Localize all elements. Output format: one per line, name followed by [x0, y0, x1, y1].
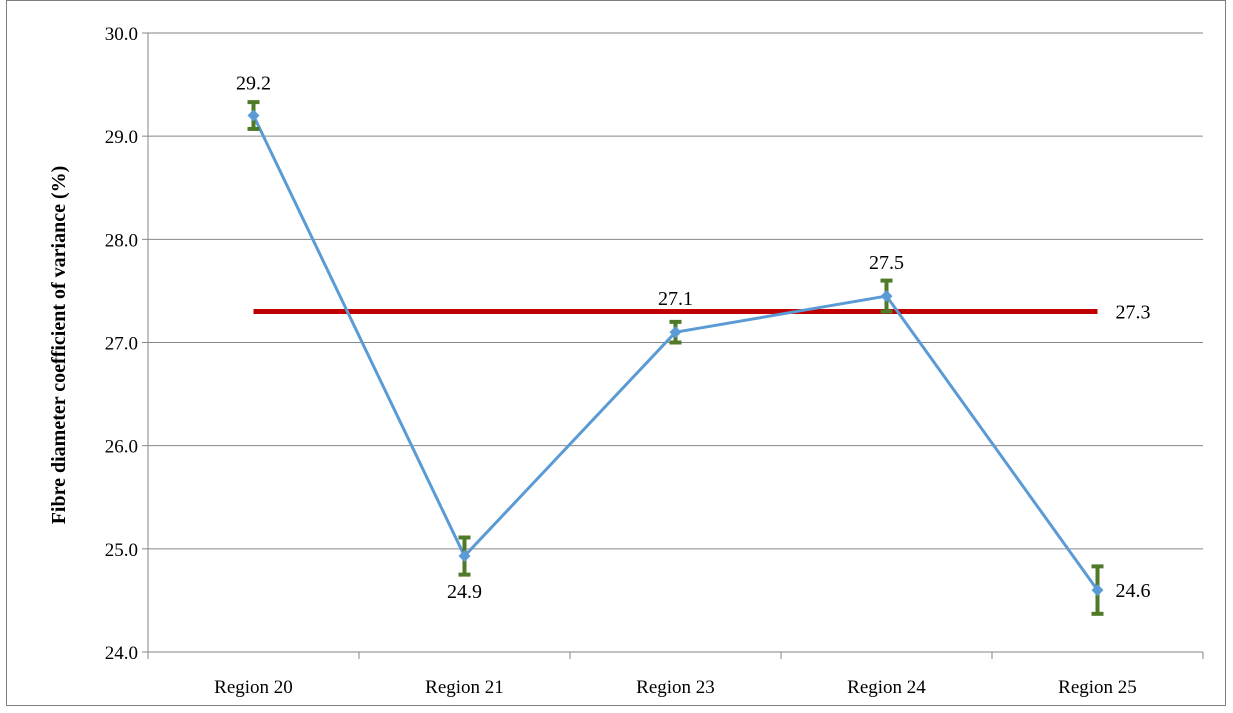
- y-tick-label: 25.0: [105, 540, 138, 561]
- data-label: 24.9: [447, 581, 482, 603]
- y-tick-label: 26.0: [105, 437, 138, 458]
- data-point: [1091, 584, 1104, 597]
- series-line: [252, 114, 1099, 591]
- data-point: [669, 326, 682, 339]
- reference-line-group: 27.3: [253, 302, 1151, 324]
- data-labels: 29.2 24.9 27.1 27.5 24.6: [236, 73, 1151, 604]
- y-tick-label: 30.0: [105, 24, 138, 45]
- y-axis-title: Fibre diameter coefficient of variance (…: [48, 166, 70, 525]
- y-tick-label: 28.0: [105, 230, 138, 251]
- y-tick-label: 24.0: [105, 643, 138, 664]
- data-point: [247, 109, 260, 122]
- data-label: 27.5: [869, 252, 904, 274]
- series-group: [247, 100, 1104, 616]
- data-point: [880, 290, 893, 303]
- gridlines: [148, 32, 1203, 550]
- reference-line-label: 27.3: [1116, 302, 1151, 324]
- data-label: 29.2: [236, 73, 271, 95]
- x-tick-label: Region 24: [847, 677, 926, 698]
- x-tick-label: Region 23: [636, 677, 715, 698]
- data-label: 24.6: [1116, 580, 1151, 602]
- x-tick-label: Region 20: [214, 677, 293, 698]
- data-point: [458, 550, 471, 563]
- x-tick-label: Region 21: [425, 677, 504, 698]
- x-tick-label: Region 25: [1058, 677, 1137, 698]
- y-tick-label: 27.0: [105, 334, 138, 355]
- data-label: 27.1: [658, 288, 693, 310]
- axes: 24.0 25.0 26.0 27.0 28.0 29.0 30.0 Region 20 Reg…: [105, 24, 1204, 698]
- y-tick-label: 29.0: [105, 127, 138, 148]
- chart-frame: [6, 0, 1226, 706]
